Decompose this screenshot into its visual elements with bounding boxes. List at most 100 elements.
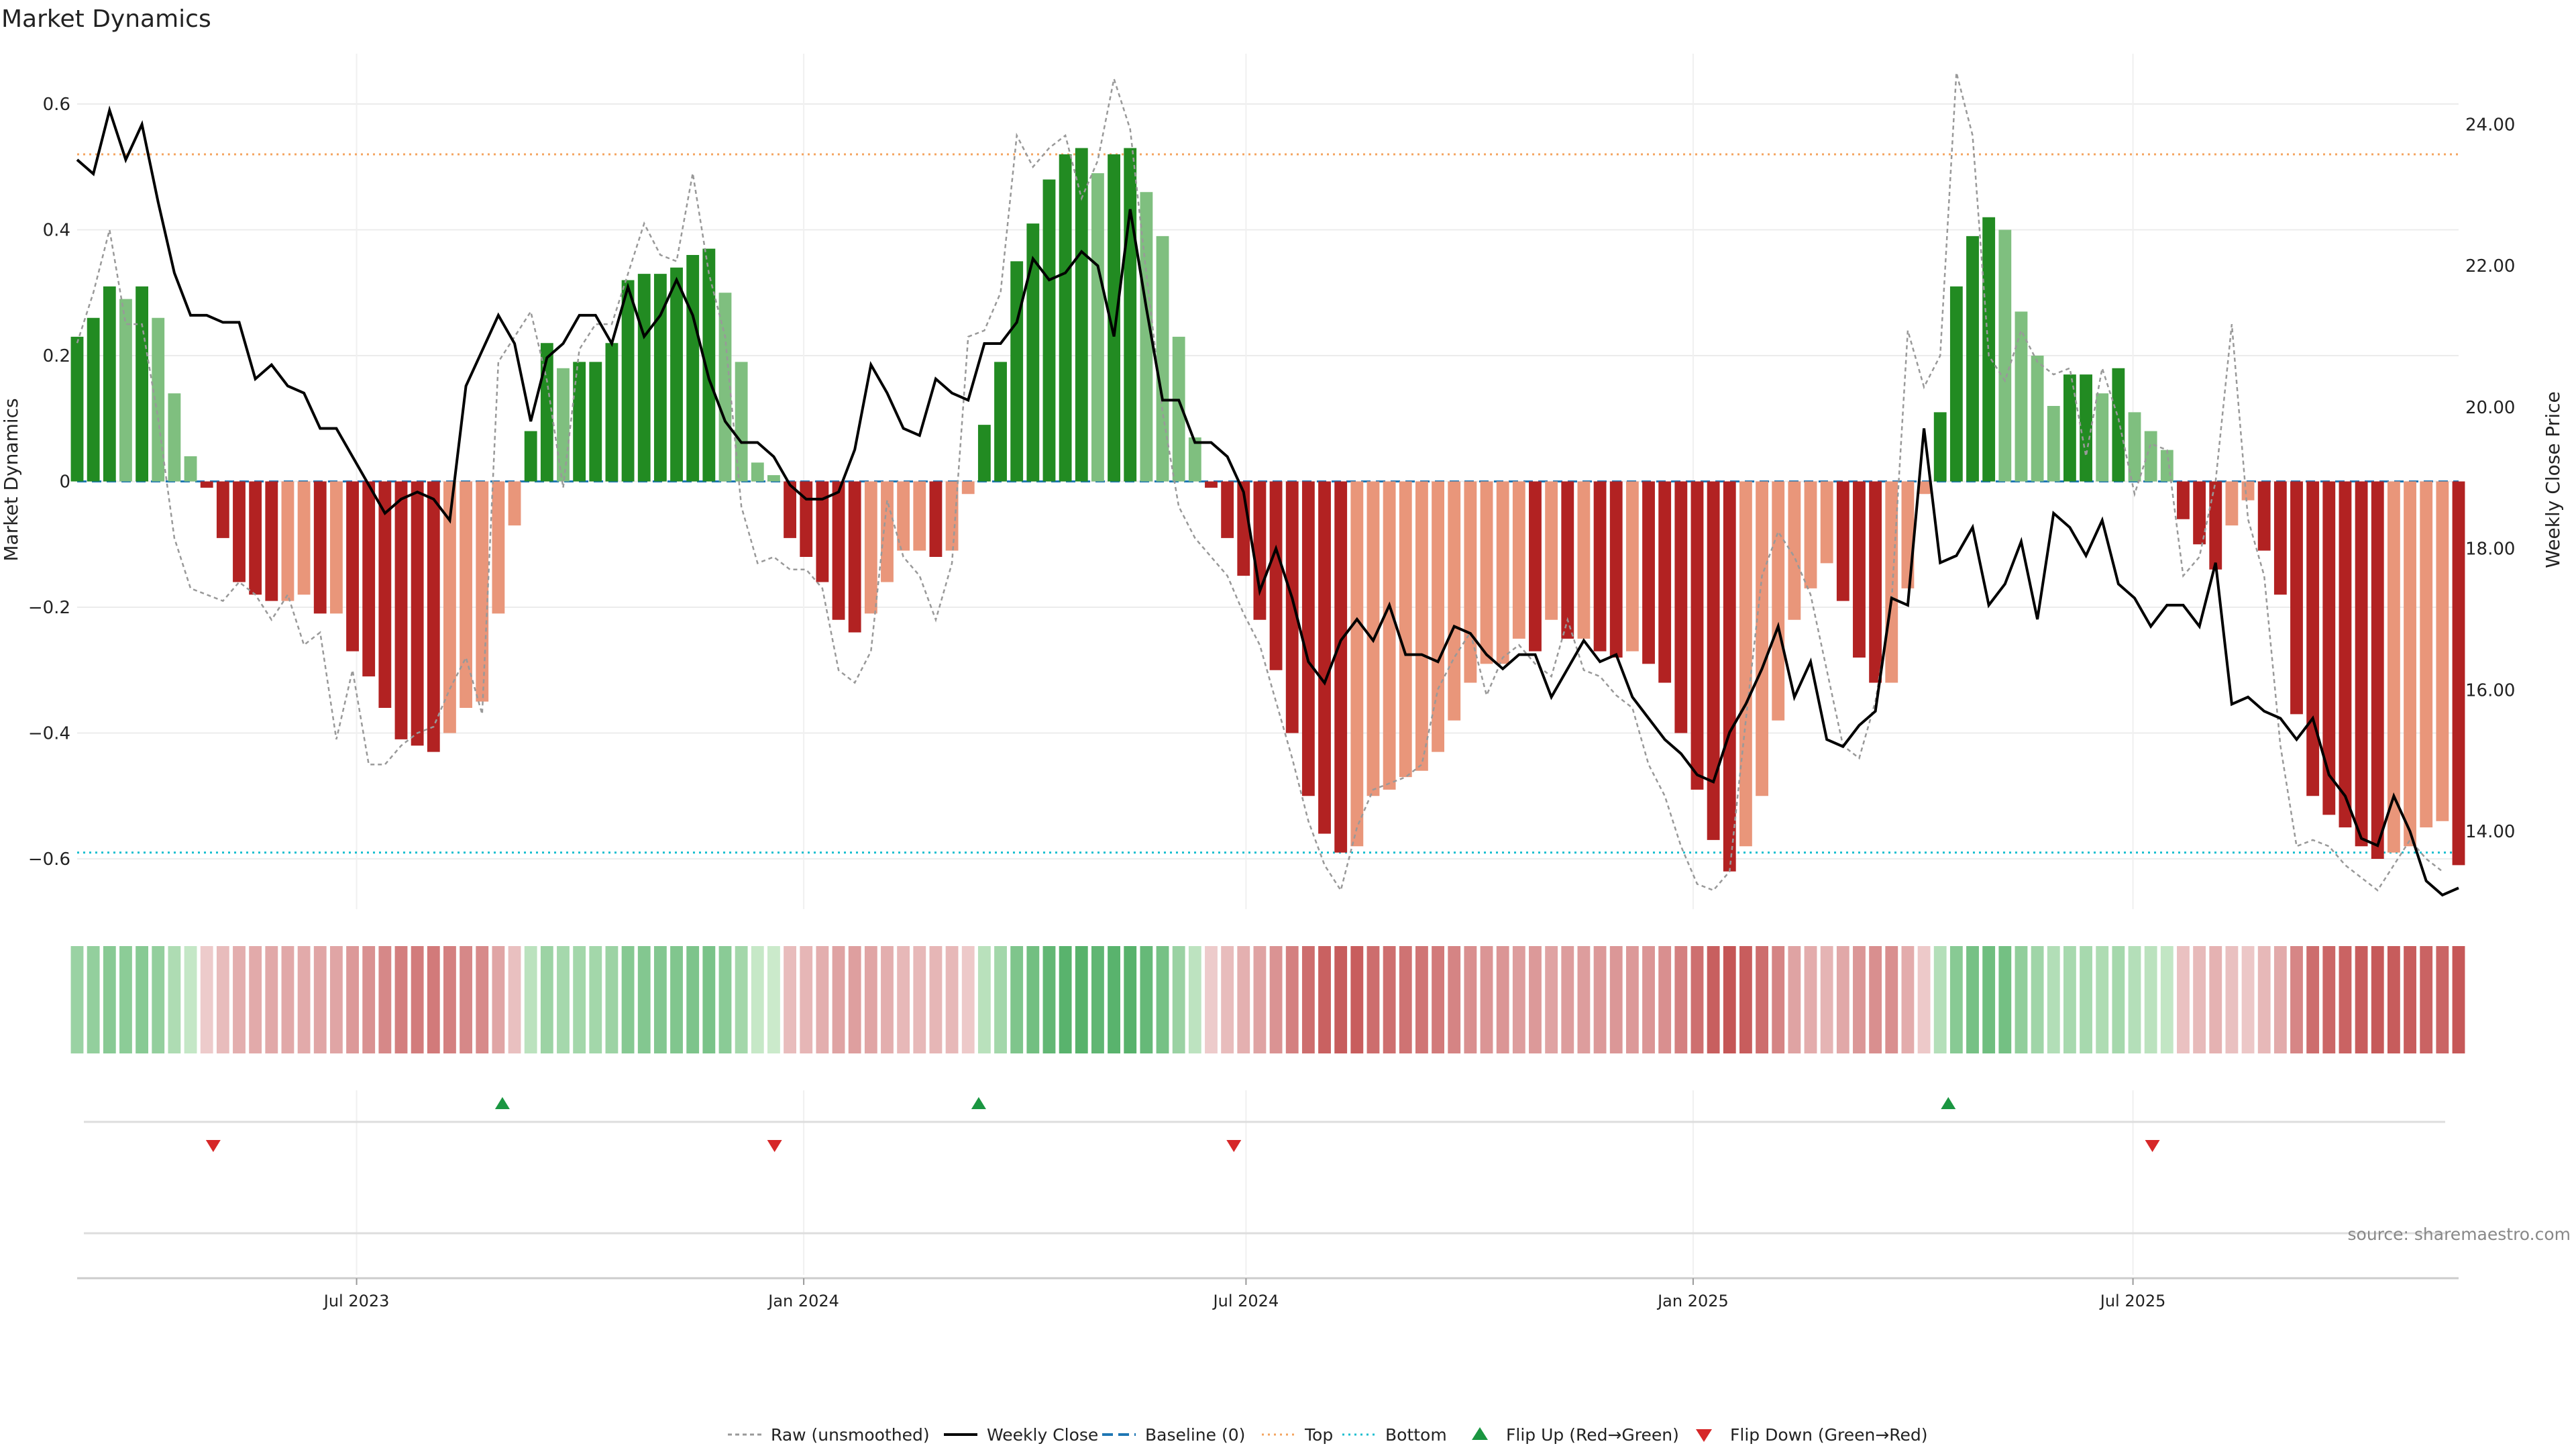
chart-title: Market Dynamics [1,5,211,33]
y2-axis-label: Weekly Close Price [2542,391,2564,568]
x-tick-label: Jul 2023 [323,1292,390,1310]
dynamics-bar [265,481,278,601]
regime-cell [573,946,586,1053]
regime-cell [686,946,700,1053]
legend-label: Bottom [1385,1425,1447,1445]
dynamics-bar [1010,261,1024,482]
regime-cell [1869,946,1882,1053]
dynamics-bar [1205,481,1218,488]
flip-down-marker [2145,1140,2160,1152]
dynamics-bar [1674,481,1688,733]
dynamics-bar [1723,481,1736,872]
regime-cell [718,946,732,1053]
regime-cell [605,946,619,1053]
dynamics-bar [2112,368,2125,482]
regime-cell [2015,946,2028,1053]
y-tick-label: −0.6 [28,849,70,870]
regime-cell [1042,946,1056,1053]
dynamics-bar [1124,148,1137,482]
dynamics-bar [394,481,408,739]
dynamics-bar [735,362,748,482]
dynamics-bar [2273,481,2287,595]
regime-cell [216,946,229,1053]
dynamics-bar [1642,481,1655,664]
dynamics-bar [492,481,505,614]
dynamics-bar [686,255,700,482]
dynamics-bar [362,481,376,677]
regime-cell [702,946,716,1053]
legend-label: Top [1304,1425,1333,1445]
regime-cell [168,946,181,1053]
dynamics-bar [1949,286,1963,482]
regime-cell [460,946,473,1053]
regime-cell [2387,946,2400,1053]
regime-cell [540,946,553,1053]
regime-cell [1124,946,1137,1053]
regime-cell [994,946,1007,1053]
dynamics-bar [313,481,327,614]
dynamics-bar [1529,481,1542,652]
regime-cell [913,946,926,1053]
dynamics-bar [297,481,311,595]
regime-cell [881,946,894,1053]
dynamics-bar [1853,481,1866,658]
regime-cell [1642,946,1655,1053]
regime-cell [136,946,149,1053]
regime-cell [1221,946,1234,1053]
dynamics-bar [557,368,570,482]
dynamics-bar [2241,481,2255,501]
regime-cell [2080,946,2092,1053]
x-axis: Jul 2023 Jan 2024 Jul 2024 Jan 2025 Jul 2025 [77,1277,2459,1310]
dynamics-bar [1804,481,1817,588]
dynamics-bar [103,286,116,482]
dynamics-bar [1334,481,1348,853]
y-tick-label: −0.2 [28,598,70,618]
dynamics-bar [2047,406,2060,482]
regime-cell [1448,946,1461,1053]
dynamics-bar [864,481,877,614]
regime-cell [1075,946,1088,1053]
dynamics-bar [816,481,829,582]
dynamics-bar [2452,481,2465,866]
legend-label: Raw (unsmoothed) [771,1425,930,1445]
dynamics-bar [249,481,262,595]
regime-cell [2322,946,2336,1053]
regime-cell [2420,946,2433,1053]
regime-cell [1432,946,1444,1053]
dynamics-bar [1690,481,1704,790]
dynamics-bar [929,481,943,557]
dynamics-bar [718,293,732,482]
dynamics-bar [184,456,197,482]
regime-cell [70,946,84,1053]
regime-cell [2128,946,2141,1053]
regime-cell [2144,946,2157,1053]
flip-down-marker [767,1140,782,1152]
dynamics-bar [2257,481,2271,551]
legend-label: Flip Up (Red→Green) [1506,1425,1679,1445]
close-series [76,105,2459,897]
dynamics-bar [119,299,132,482]
regime-cell [1301,946,1315,1053]
x-tick-label: Jan 2024 [767,1292,839,1310]
dynamics-bar [977,425,991,482]
regime-cell [119,946,132,1053]
dynamics-bar [1301,481,1315,796]
regime-cell [1723,946,1736,1053]
regime-cell [1512,946,1525,1053]
dynamics-bar [2371,481,2384,859]
regime-cell [1480,946,1493,1053]
dynamics-bar [1399,481,1412,778]
y2-tick-label: 16.00 [2465,680,2515,701]
regime-cell [2031,946,2044,1053]
dynamics-bar [1869,481,1882,683]
regime-cell [1901,946,1915,1053]
regime-cell [1318,946,1331,1053]
dynamics-bar [1108,154,1120,482]
regime-cell [637,946,651,1053]
dynamics-bar [573,362,586,482]
dynamics-bar [751,462,764,482]
dynamics-bar [1512,481,1525,639]
regime-cell [1334,946,1348,1053]
flip-panel [84,1090,2445,1275]
